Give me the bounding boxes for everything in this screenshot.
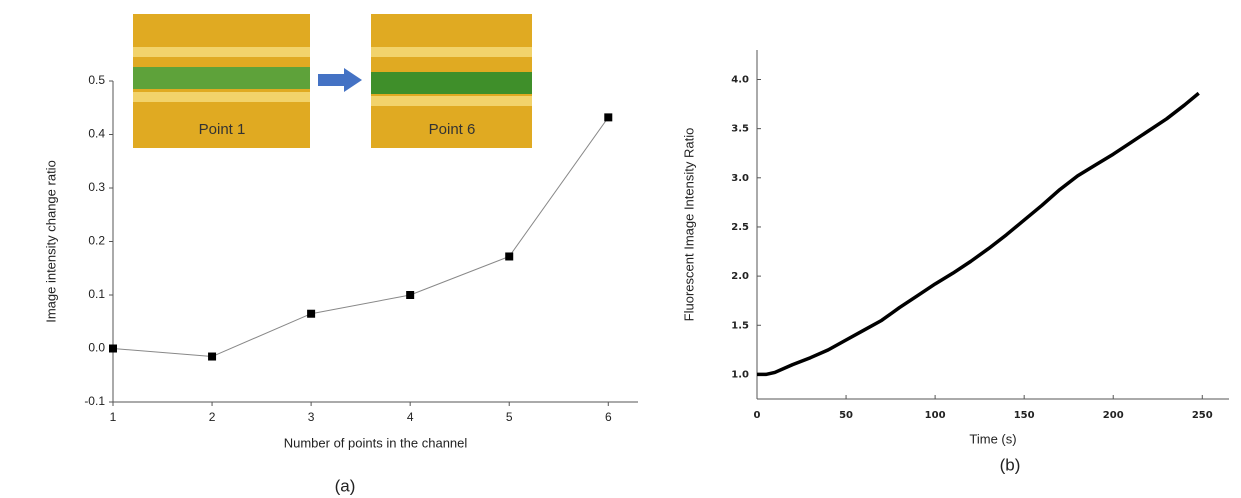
marker xyxy=(505,252,514,261)
y-tick-label: 0.4 xyxy=(88,127,105,141)
marker xyxy=(109,344,117,353)
y-tick-label: 2.5 xyxy=(731,222,749,233)
y-tick-label: 3.5 xyxy=(731,124,749,135)
arrow xyxy=(318,68,362,92)
y-tick-label: 0.0 xyxy=(88,341,105,355)
x-axis-label: Time (s) xyxy=(969,431,1016,446)
y-tick-label: 2.0 xyxy=(731,271,749,282)
x-tick-label: 3 xyxy=(308,410,315,424)
y-tick-label: 0.2 xyxy=(88,234,105,248)
x-tick-label: 150 xyxy=(1014,410,1035,421)
y-tick-label: 0.1 xyxy=(88,287,105,301)
y-tick-label: 1.5 xyxy=(731,320,749,331)
y-tick-label: 3.0 xyxy=(731,173,749,184)
x-tick-label: 1 xyxy=(110,410,117,424)
x-tick-label: 100 xyxy=(925,410,946,421)
y-tick-label: 0.5 xyxy=(88,73,105,87)
data-line xyxy=(112,117,609,358)
marker xyxy=(307,309,316,318)
x-tick-label: 200 xyxy=(1103,410,1124,421)
y-axis-label: Fluorescent Image Intensity Ratio xyxy=(681,128,696,322)
x-tick-label: 2 xyxy=(209,410,216,424)
x-tick-label: 0 xyxy=(754,410,761,421)
photo-point-1 xyxy=(133,14,310,148)
chart: 1.0 1.5 2.0 2.5 3.0 3.5 4.0 0 50 100 150 200 250 Time… xyxy=(681,50,1229,474)
marker xyxy=(604,113,613,122)
y-tick-label: 1.0 xyxy=(731,369,749,380)
y-axis-label: Image intensity change ratio xyxy=(43,160,58,323)
x-tick-label: 50 xyxy=(839,410,853,421)
y-tick-label: 0.3 xyxy=(88,180,105,194)
annotation: Point 6 xyxy=(429,121,476,138)
x-tick-label: 6 xyxy=(605,410,612,424)
x-axis-label: Number of points in the channel xyxy=(284,435,468,450)
chart: -0.1 0.0 0.1 0.2 0.3 0.4 0.5 1 2 3 4 5 6 Number of po… xyxy=(43,73,638,495)
caption: (b) xyxy=(1000,455,1021,474)
y-tick-label: -0.1 xyxy=(84,394,105,408)
photo-point-6 xyxy=(371,14,532,148)
marker xyxy=(208,352,217,361)
x-tick-label: 5 xyxy=(506,410,513,424)
x-tick-label: 250 xyxy=(1192,410,1213,421)
annotation: Point 1 xyxy=(199,121,246,138)
caption: (a) xyxy=(335,476,356,495)
marker xyxy=(406,291,415,299)
x-tick-label: 4 xyxy=(407,410,414,424)
data-line xyxy=(757,91,1200,377)
y-tick-label: 4.0 xyxy=(731,74,749,85)
